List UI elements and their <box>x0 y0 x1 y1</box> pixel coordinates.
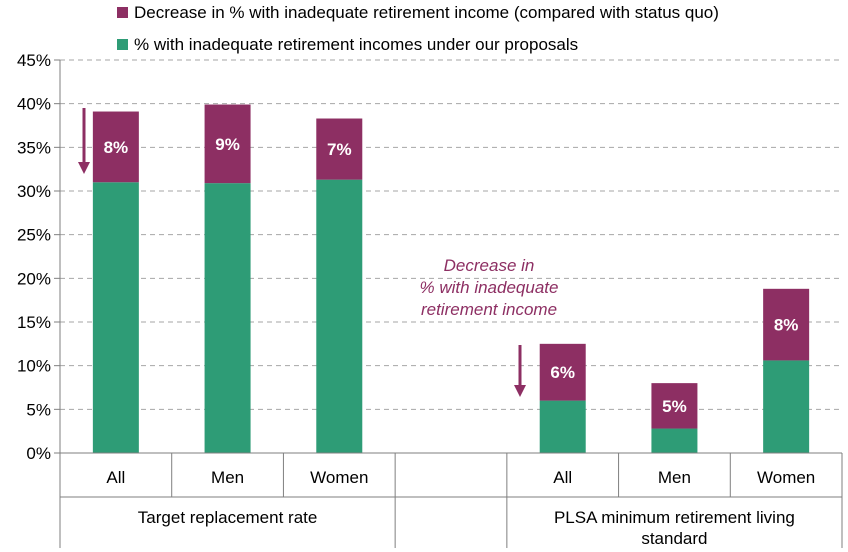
data-label: 9% <box>215 135 240 154</box>
y-tick-label: 45% <box>17 51 51 70</box>
bar-segment-decrease <box>539 343 586 401</box>
data-label: 8% <box>774 316 799 335</box>
y-tick-label: 20% <box>17 269 51 288</box>
legend-entry: % with inadequate retirement incomes und… <box>134 35 578 54</box>
y-tick-label: 35% <box>17 138 51 157</box>
annotation: Decrease in % with inadequate retirement i… <box>78 108 558 397</box>
x-tick-label: Men <box>211 468 244 487</box>
bar-segment-decrease <box>92 111 139 183</box>
y-axis: 0% 5% 10% 15% 20% 25% 30% 35% 40% 45% <box>17 51 61 463</box>
x-tick-label: Women <box>310 468 368 487</box>
decrease-arrow-head <box>514 385 526 397</box>
legend-entry: Decrease in % with inadequate retirement… <box>134 3 719 22</box>
bar-segment-proposal <box>316 179 363 453</box>
group-label-line: PLSA minimum retirement living <box>554 508 795 527</box>
annotation-text: retirement income <box>421 300 557 319</box>
group-label: Target replacement rate <box>138 508 318 527</box>
annotation-text: Decrease in <box>444 256 535 275</box>
x-tick-label: All <box>106 468 125 487</box>
data-label: 8% <box>104 138 129 157</box>
bar-segment-proposal <box>92 182 139 453</box>
gridlines <box>60 59 842 410</box>
x-tick-label: Women <box>757 468 815 487</box>
x-tick-label: Men <box>658 468 691 487</box>
decrease-arrow-head <box>78 162 90 174</box>
y-tick-label: 0% <box>26 444 51 463</box>
bar-segment-decrease <box>204 104 251 184</box>
y-tick-label: 15% <box>17 313 51 332</box>
group-label: PLSA minimum retirement living standard <box>554 508 795 548</box>
y-tick-label: 25% <box>17 226 51 245</box>
group-label-line: standard <box>641 529 707 548</box>
y-tick-label: 30% <box>17 182 51 201</box>
y-tick-label: 10% <box>17 357 51 376</box>
legend-swatch <box>117 39 128 50</box>
bar-segment-proposal <box>539 400 586 453</box>
legend: Decrease in % with inadequate retirement… <box>117 3 719 54</box>
bar-segment-proposal <box>651 428 698 453</box>
x-axis: All Men Women All Men Women Target replacement… <box>59 452 843 548</box>
bar-segment-decrease <box>763 288 810 361</box>
y-tick-label: 40% <box>17 95 51 114</box>
legend-swatch <box>117 7 128 18</box>
y-tick-label: 5% <box>26 400 51 419</box>
data-label: 6% <box>550 363 575 382</box>
bar-segment-decrease <box>316 118 363 180</box>
bars: 8% 9% 7% 6% 5% 8% <box>92 104 810 453</box>
annotation-text: % with inadequate <box>420 278 559 297</box>
x-tick-label: All <box>553 468 572 487</box>
bar-segment-decrease <box>651 383 698 429</box>
data-label: 5% <box>662 397 687 416</box>
data-label: 7% <box>327 140 352 159</box>
bar-segment-proposal <box>763 360 810 453</box>
bar-segment-proposal <box>204 183 251 453</box>
